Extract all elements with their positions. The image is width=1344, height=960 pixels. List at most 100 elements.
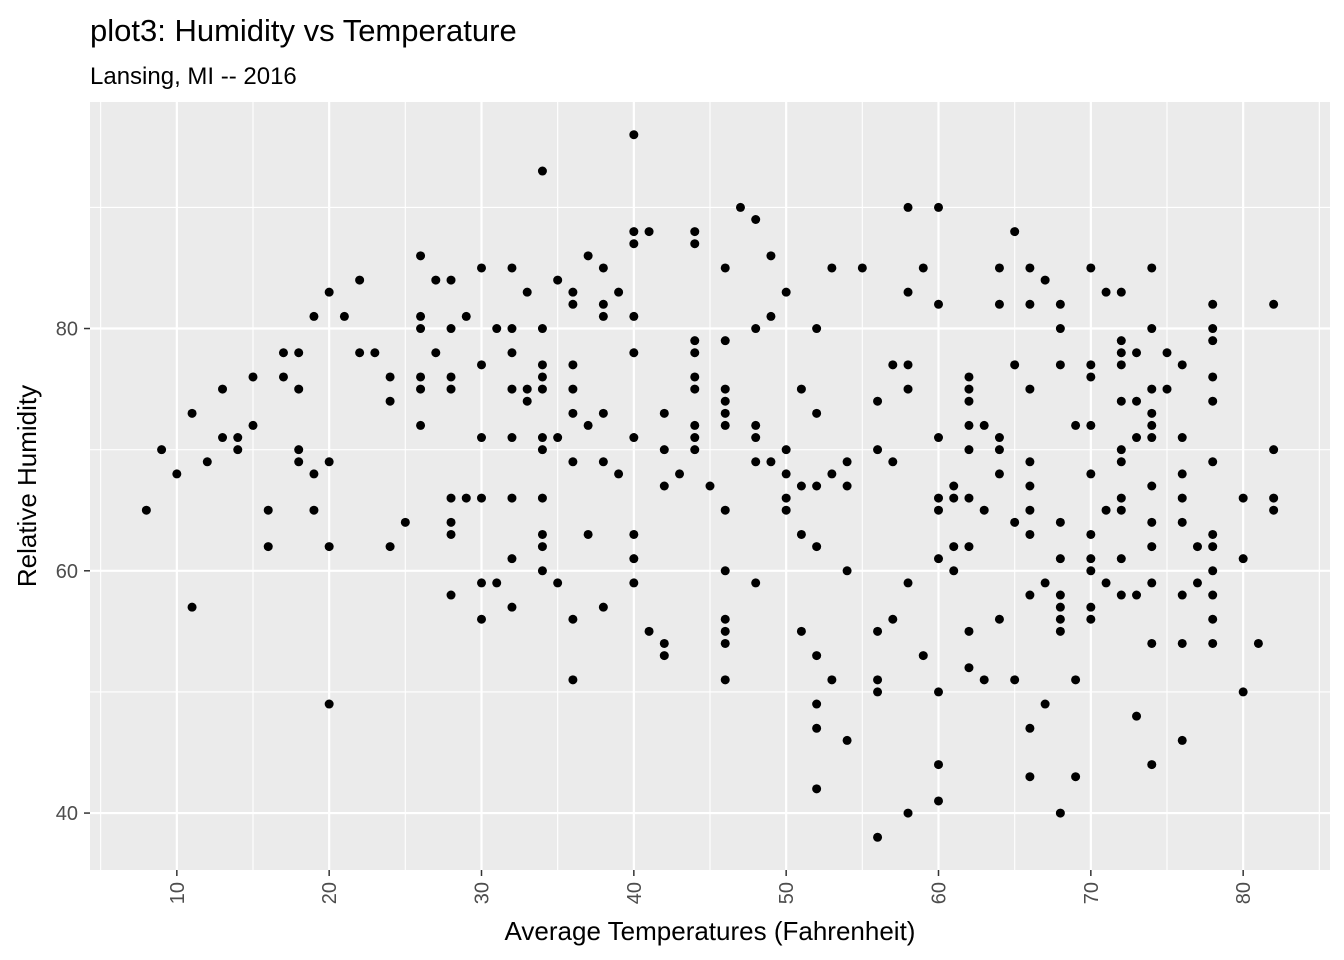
- data-point: [1147, 408, 1157, 418]
- y-tick-label: 60: [56, 561, 78, 583]
- data-point: [949, 566, 959, 576]
- data-point: [1116, 396, 1126, 406]
- data-point: [949, 481, 959, 491]
- data-point: [751, 215, 761, 225]
- data-point: [994, 263, 1004, 273]
- data-point: [1025, 505, 1035, 515]
- data-point: [720, 675, 730, 685]
- data-point: [781, 445, 791, 455]
- data-point: [1192, 542, 1202, 552]
- data-point: [324, 287, 334, 297]
- data-point: [690, 348, 700, 358]
- data-point: [888, 360, 898, 370]
- data-point: [263, 542, 273, 552]
- data-point: [476, 493, 486, 503]
- y-axis: 40 60 80: [56, 319, 90, 825]
- data-point: [1147, 324, 1157, 334]
- data-point: [888, 457, 898, 467]
- data-point: [964, 626, 974, 636]
- data-point: [659, 445, 669, 455]
- data-point: [1238, 687, 1248, 697]
- data-point: [888, 614, 898, 624]
- data-point: [720, 420, 730, 430]
- data-point: [629, 529, 639, 539]
- data-point: [522, 396, 532, 406]
- data-point: [309, 505, 319, 515]
- data-point: [416, 384, 426, 394]
- data-point: [812, 784, 822, 794]
- data-point: [1071, 675, 1081, 685]
- data-point: [964, 663, 974, 673]
- data-point: [842, 735, 852, 745]
- data-point: [1162, 348, 1172, 358]
- data-point: [964, 542, 974, 552]
- data-point: [796, 481, 806, 491]
- data-point: [537, 566, 547, 576]
- data-point: [690, 384, 700, 394]
- data-point: [537, 433, 547, 443]
- data-point: [720, 384, 730, 394]
- data-point: [690, 227, 700, 237]
- data-point: [1055, 360, 1065, 370]
- data-point: [461, 311, 471, 321]
- data-point: [1025, 772, 1035, 782]
- data-point: [1147, 420, 1157, 430]
- data-point: [1055, 602, 1065, 612]
- data-point: [1101, 505, 1111, 515]
- data-point: [659, 481, 669, 491]
- data-point: [903, 808, 913, 818]
- data-point: [781, 505, 791, 515]
- data-point: [568, 457, 578, 467]
- data-point: [994, 299, 1004, 309]
- data-point: [537, 384, 547, 394]
- data-point: [1208, 614, 1218, 624]
- data-point: [1040, 578, 1050, 588]
- data-point: [537, 493, 547, 503]
- data-point: [1055, 614, 1065, 624]
- data-point: [1177, 360, 1187, 370]
- data-point: [918, 651, 928, 661]
- data-point: [598, 263, 608, 273]
- data-point: [492, 578, 502, 588]
- data-point: [431, 275, 441, 285]
- data-point: [1208, 299, 1218, 309]
- data-point: [629, 554, 639, 564]
- data-point: [994, 614, 1004, 624]
- data-point: [675, 469, 685, 479]
- data-point: [187, 602, 197, 612]
- data-point: [568, 675, 578, 685]
- data-point: [598, 408, 608, 418]
- data-point: [507, 384, 517, 394]
- data-point: [1010, 517, 1020, 527]
- data-point: [629, 130, 639, 140]
- data-point: [507, 348, 517, 358]
- data-point: [1086, 263, 1096, 273]
- data-point: [659, 408, 669, 418]
- data-point: [842, 457, 852, 467]
- data-point: [1116, 554, 1126, 564]
- data-point: [294, 445, 304, 455]
- data-point: [690, 445, 700, 455]
- data-point: [934, 687, 944, 697]
- data-point: [720, 626, 730, 636]
- data-point: [979, 675, 989, 685]
- data-point: [492, 324, 502, 334]
- data-point: [873, 675, 883, 685]
- data-point: [476, 263, 486, 273]
- data-point: [1025, 457, 1035, 467]
- data-point: [1025, 263, 1035, 273]
- data-point: [416, 311, 426, 321]
- data-point: [934, 554, 944, 564]
- data-point: [1147, 578, 1157, 588]
- data-point: [1086, 469, 1096, 479]
- data-point: [1269, 445, 1279, 455]
- data-point: [278, 348, 288, 358]
- data-point: [446, 493, 456, 503]
- data-point: [507, 493, 517, 503]
- data-point: [949, 493, 959, 503]
- data-point: [873, 687, 883, 697]
- data-point: [629, 348, 639, 358]
- data-point: [812, 699, 822, 709]
- data-point: [446, 517, 456, 527]
- data-point: [355, 348, 365, 358]
